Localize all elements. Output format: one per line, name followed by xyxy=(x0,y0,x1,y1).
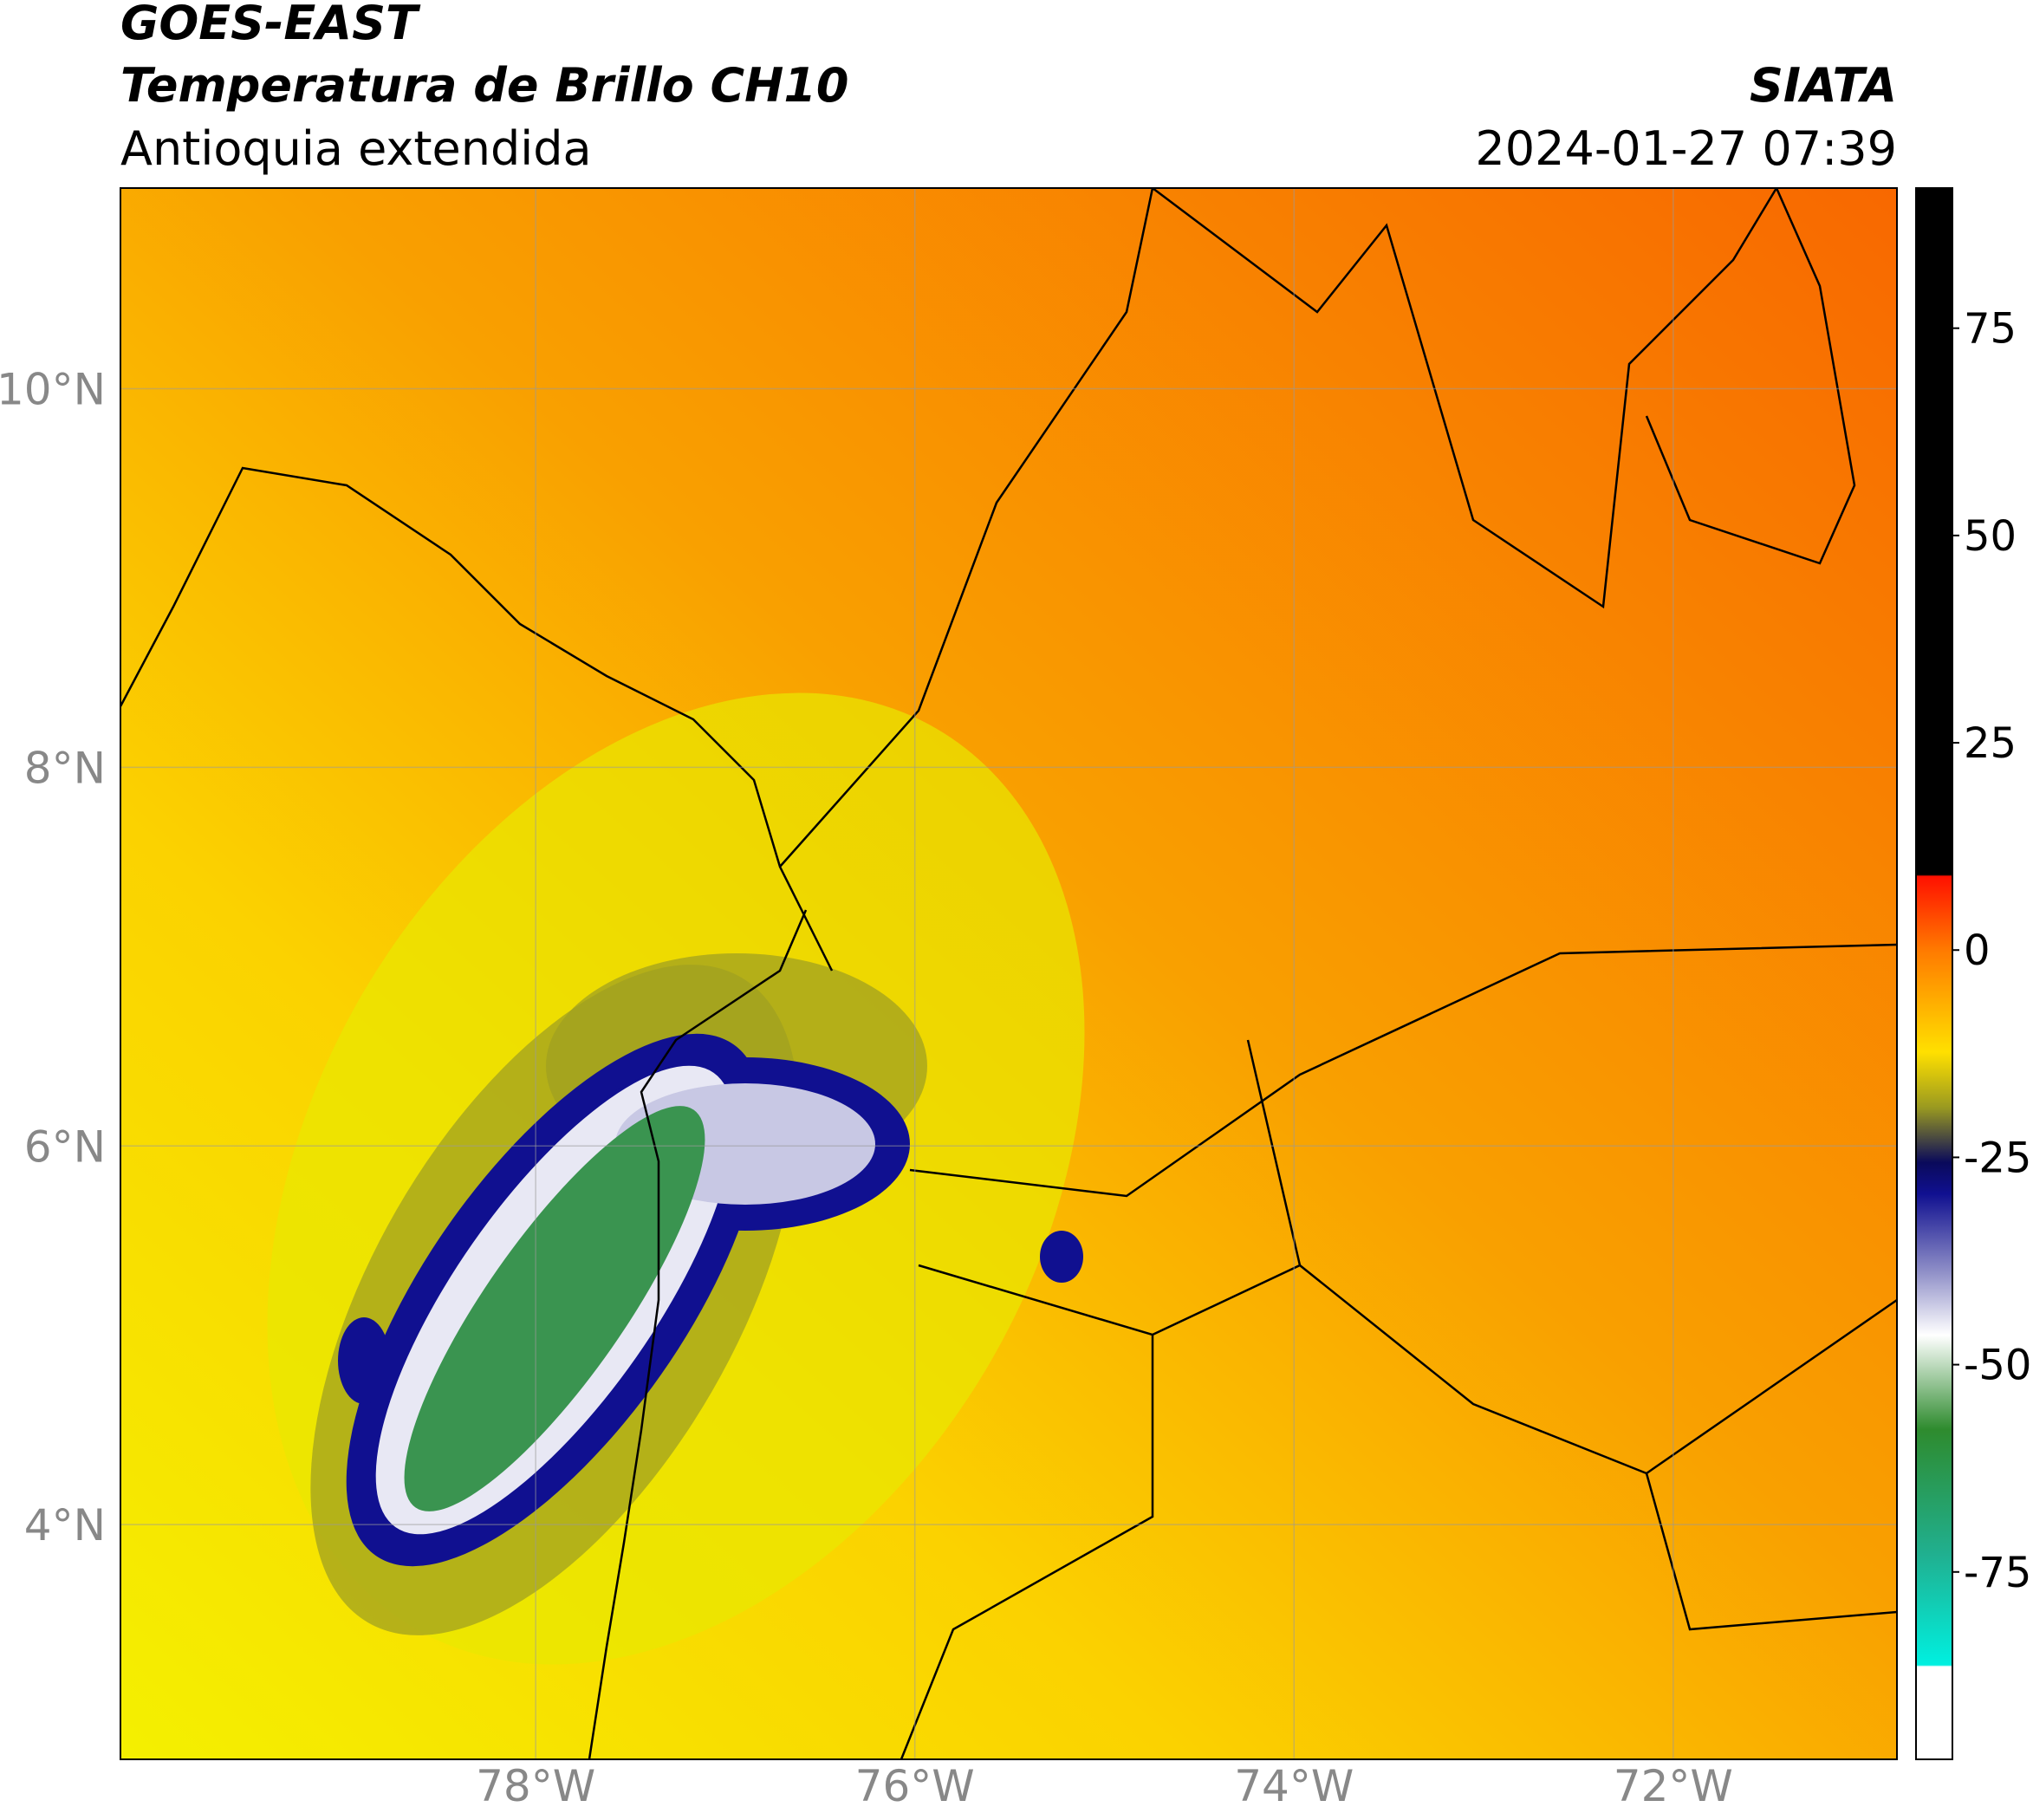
coastline xyxy=(120,466,834,1759)
source: GOES-EAST xyxy=(120,0,421,50)
x-tick-label: 74°W xyxy=(1234,1761,1354,1811)
colorbar-tick-label: 50 xyxy=(1964,512,2017,561)
colorbar-tick-label: 0 xyxy=(1964,926,1991,975)
colorbar-tick-label: -25 xyxy=(1964,1134,2031,1182)
y-tick-label: 8°N xyxy=(24,743,106,793)
colorbar-tick-label: -75 xyxy=(1964,1549,2031,1597)
grid-layer xyxy=(120,188,1897,1759)
borders xyxy=(779,188,1897,1198)
agency: SIATA xyxy=(1750,58,1897,113)
cloud-core xyxy=(404,1106,705,1511)
colorbar-tick-label: 75 xyxy=(1964,305,2017,354)
colorbar xyxy=(1915,187,1953,1760)
region: Antioquia extendida xyxy=(120,121,592,176)
x-tick-label: 72°W xyxy=(1614,1761,1733,1811)
y-tick-label: 10°N xyxy=(0,365,106,415)
y-tick-label: 6°N xyxy=(24,1121,106,1172)
colorbar-tick-label: 25 xyxy=(1964,719,2017,768)
cloud-cell xyxy=(1040,1231,1083,1283)
x-tick-label: 76°W xyxy=(855,1761,975,1811)
x-tick-label: 78°W xyxy=(476,1761,595,1811)
imagery xyxy=(120,188,1897,1759)
y-tick-label: 4°N xyxy=(24,1500,106,1550)
datetime: 2024-01-27 07:39 xyxy=(1475,121,1897,176)
borders xyxy=(900,1039,1897,1759)
title: Temperatura de Brillo CH10 xyxy=(120,58,849,113)
map-frame xyxy=(120,187,1898,1760)
cloud-cell xyxy=(338,1317,390,1404)
colorbar-tick-label: -50 xyxy=(1964,1342,2031,1390)
